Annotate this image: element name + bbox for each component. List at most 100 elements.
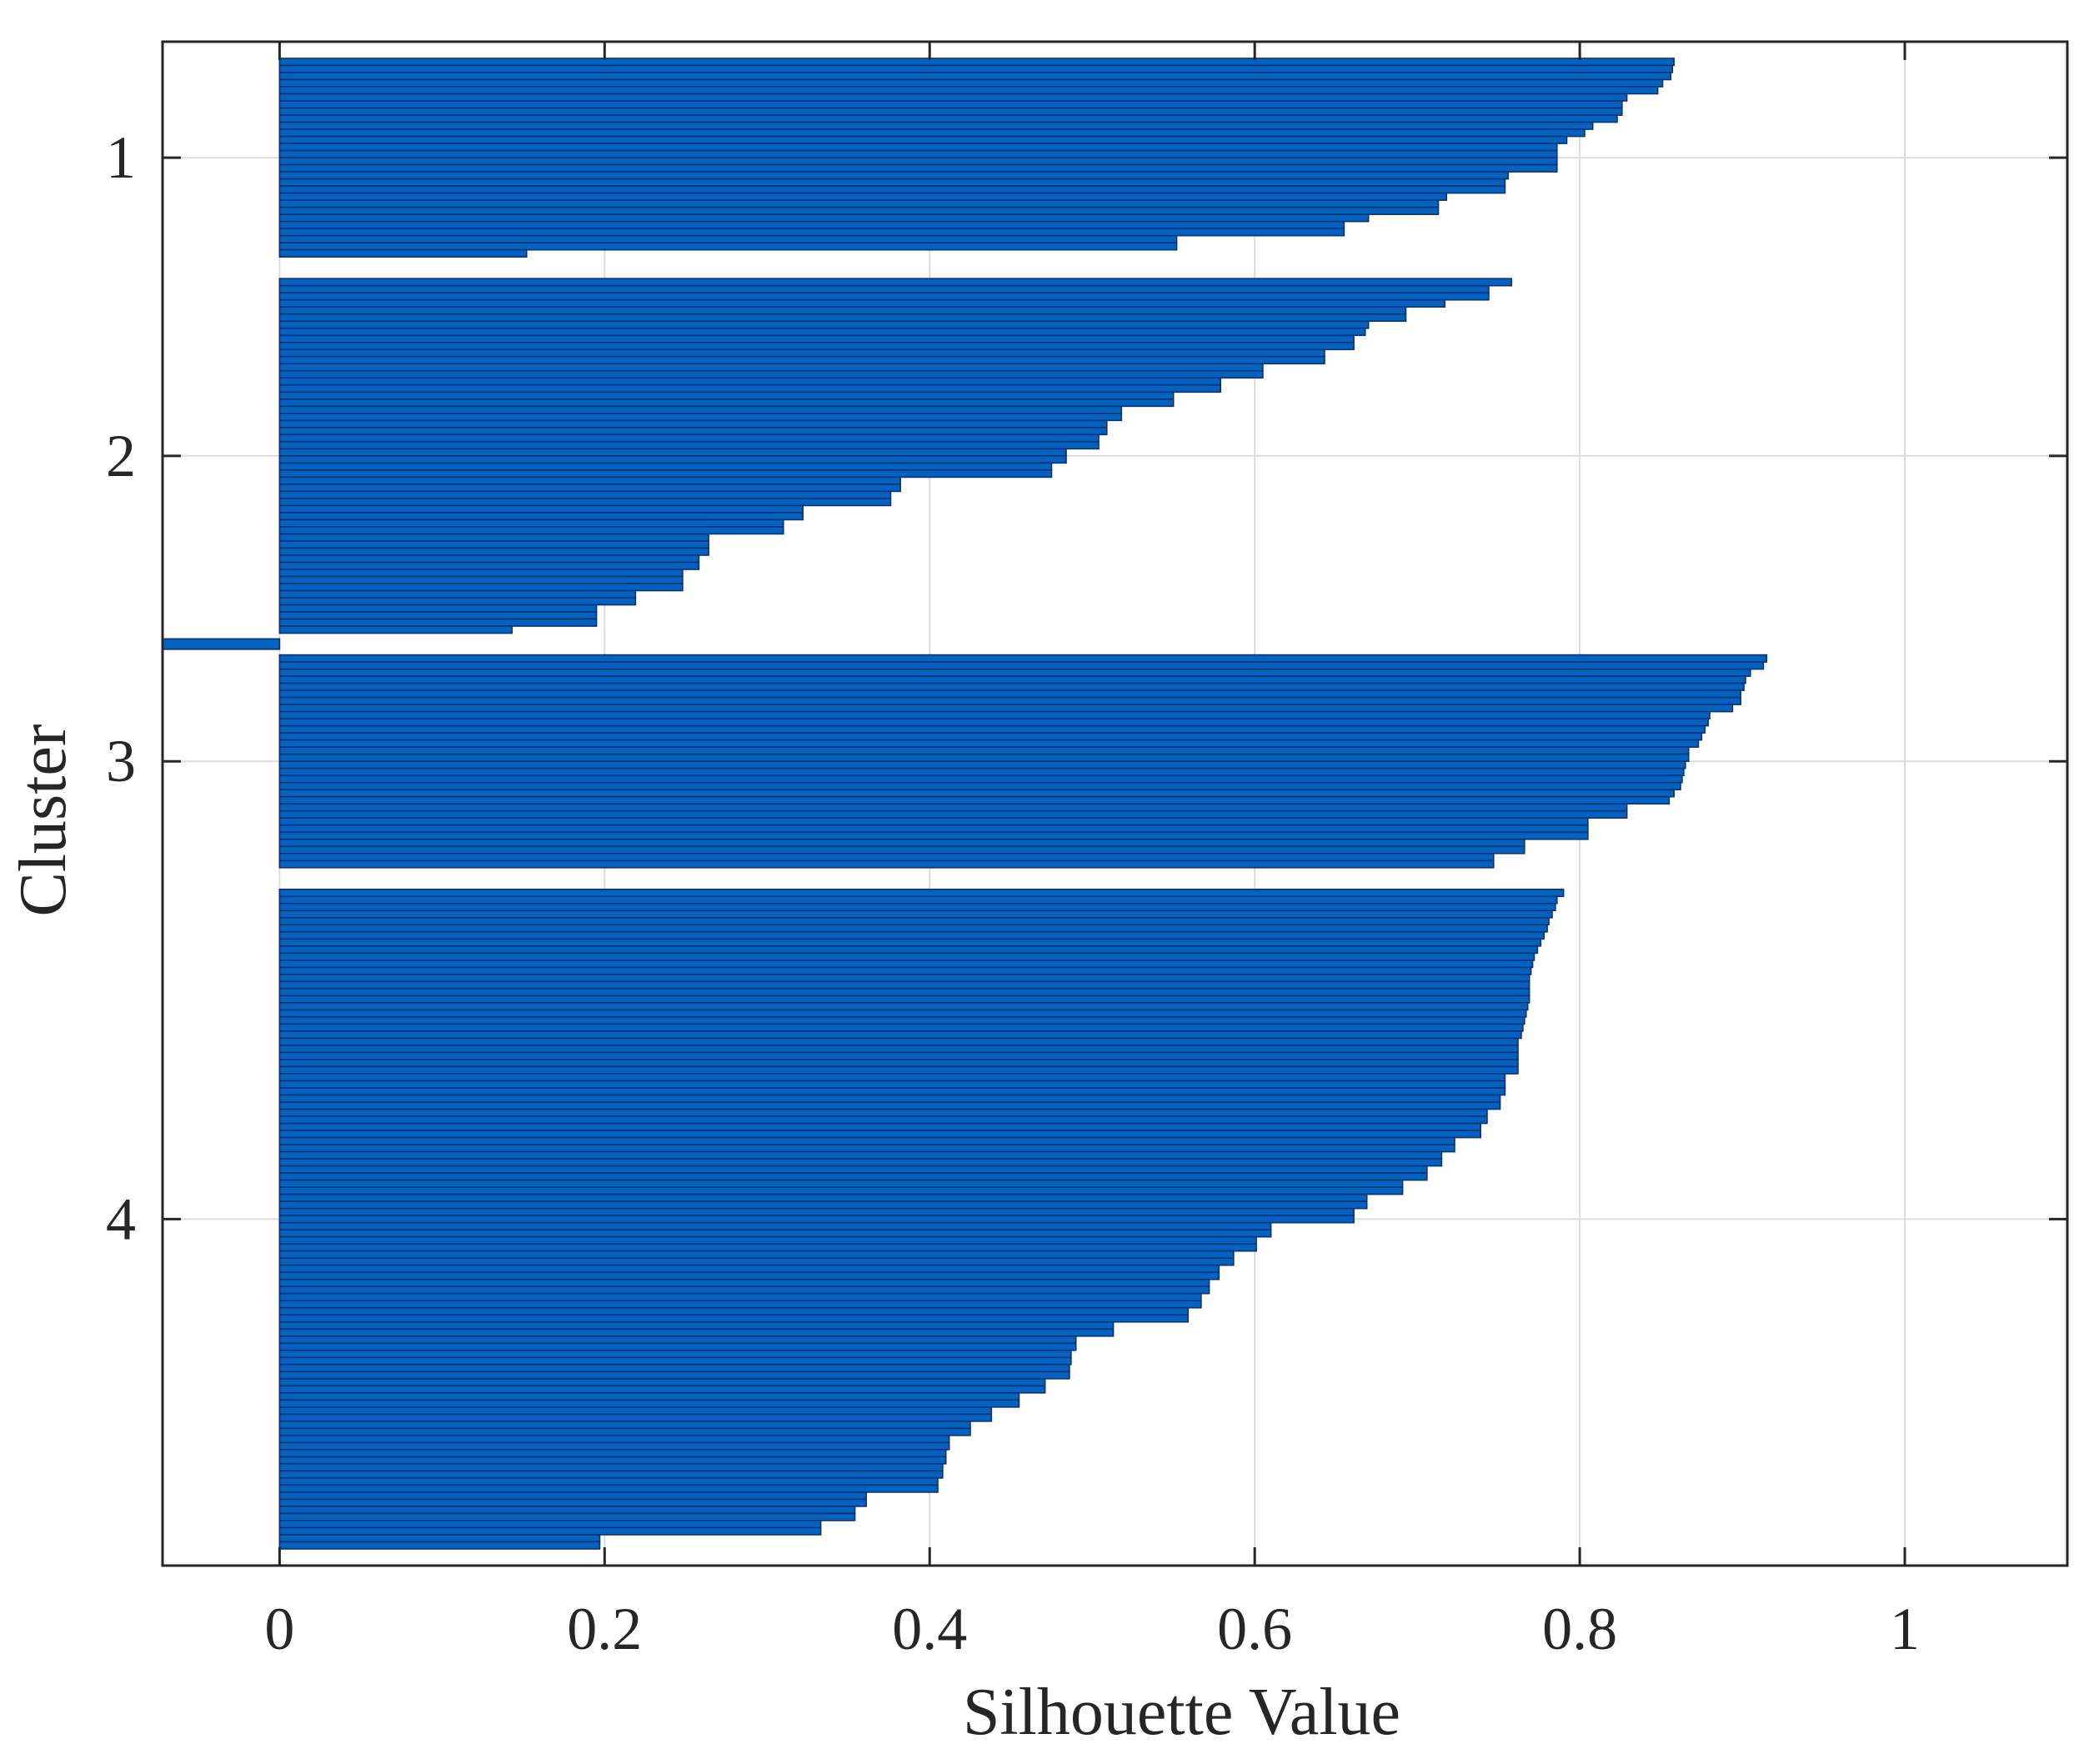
bar-cluster-4-61 — [278, 1320, 1115, 1331]
bar-cluster-3-25 — [278, 831, 1589, 840]
bar-cluster-3-8 — [278, 710, 1711, 719]
bar-cluster-4-91 — [278, 1534, 601, 1543]
bar-cluster-3-22 — [278, 809, 1628, 819]
bar-cluster-4-45 — [278, 1207, 1355, 1216]
y-axis-label: Cluster — [7, 724, 80, 916]
bar-cluster-4-43 — [278, 1193, 1368, 1202]
bar-cluster-2-3 — [278, 298, 1446, 308]
bar-cluster-2-45 — [278, 597, 637, 606]
bar-cluster-4-24 — [278, 1059, 1519, 1068]
bar-cluster-1-25 — [278, 234, 1178, 243]
bar-cluster-2-35 — [278, 526, 784, 535]
bar-cluster-2-19 — [278, 413, 1123, 422]
bar-cluster-2-6 — [278, 320, 1370, 329]
bar-cluster-4-92 — [278, 1541, 601, 1550]
bar-cluster-4-89 — [278, 1520, 822, 1529]
bar-cluster-1-22 — [278, 213, 1370, 223]
bar-cluster-4-9 — [278, 952, 1535, 961]
bar-cluster-2-5 — [278, 313, 1407, 323]
bar-cluster-3-14 — [278, 753, 1690, 762]
bar-cluster-2-48 — [278, 618, 598, 627]
bar-cluster-4-11 — [278, 966, 1532, 975]
bar-cluster-4-55 — [278, 1278, 1210, 1288]
bar-cluster-4-41 — [278, 1179, 1404, 1188]
bar-cluster-2-18 — [278, 405, 1123, 414]
bar-cluster-2-17 — [278, 398, 1175, 408]
bar-cluster-3-2 — [278, 668, 1751, 677]
bar-cluster-3-18 — [278, 781, 1681, 791]
bar-cluster-2-20 — [278, 419, 1108, 428]
bar-cluster-4-40 — [278, 1172, 1428, 1181]
bar-cluster-2-25 — [278, 455, 1067, 464]
bar-cluster-1-0 — [278, 58, 1675, 67]
bar-cluster-4-51 — [278, 1250, 1235, 1259]
bar-cluster-4-85 — [278, 1491, 868, 1501]
bar-cluster-2-22 — [278, 433, 1100, 443]
bar-cluster-1-13 — [278, 149, 1558, 158]
bar-cluster-3-7 — [278, 704, 1734, 713]
bar-cluster-2-10 — [278, 348, 1325, 358]
bar-cluster-3-15 — [278, 760, 1686, 769]
bar-cluster-2-36 — [278, 533, 709, 542]
bar-cluster-2-28 — [278, 476, 901, 485]
tick-layer: 0 0.2 0.4 0.6 0.8 1 1 2 3 4 — [106, 42, 2067, 1662]
y-tick-label-0: 1 — [106, 124, 136, 191]
bar-cluster-4-74 — [278, 1413, 993, 1422]
bar-cluster-2-34 — [278, 519, 784, 528]
bar-cluster-3-26 — [278, 838, 1525, 848]
x-tick-label-0: 0 — [264, 1596, 294, 1662]
x-axis-label: Silhouette Value — [963, 1676, 1400, 1749]
bar-cluster-3-28 — [278, 852, 1495, 862]
bar-cluster-4-68 — [278, 1371, 1070, 1380]
bar-cluster-1-12 — [278, 143, 1558, 152]
bar-cluster-4-58 — [278, 1300, 1202, 1309]
bar-cluster-2-21 — [278, 427, 1108, 436]
bar-cluster-1-20 — [278, 199, 1440, 208]
bar-cluster-3-20 — [278, 795, 1671, 805]
bar-cluster-4-21 — [278, 1037, 1519, 1046]
bar-cluster-4-33 — [278, 1122, 1481, 1131]
bar-cluster-4-72 — [278, 1399, 1020, 1408]
bar-cluster-2-16 — [278, 391, 1175, 400]
bar-cluster-4-42 — [278, 1186, 1404, 1195]
bar-layer — [162, 58, 1768, 1550]
bar-cluster-2-12 — [278, 363, 1264, 372]
bar-cluster-4-70 — [278, 1385, 1046, 1394]
bar-cluster-3-6 — [278, 696, 1741, 705]
bar-cluster-2-43 — [278, 583, 684, 592]
bar-cluster-4-78 — [278, 1441, 950, 1451]
bar-cluster-2-15 — [278, 384, 1222, 393]
bar-cluster-4-19 — [278, 1023, 1524, 1032]
bar-cluster-2-41 — [278, 569, 684, 578]
bar-cluster-4-12 — [278, 974, 1530, 983]
bar-cluster-4-84 — [278, 1484, 939, 1493]
bar-cluster-3-4 — [278, 682, 1745, 691]
bar-cluster-4-7 — [278, 938, 1542, 947]
bar-cluster-2-49 — [278, 625, 513, 634]
bar-cluster-2-44 — [278, 589, 637, 599]
bar-cluster-1-3 — [278, 78, 1664, 88]
bar-cluster-2-37 — [278, 540, 709, 549]
bar-cluster-4-39 — [278, 1165, 1428, 1174]
bar-cluster-2-27 — [278, 469, 1053, 479]
bar-cluster-2-7 — [278, 327, 1366, 337]
bar-cluster-4-32 — [278, 1115, 1488, 1125]
bar-cluster-3-21 — [278, 803, 1628, 812]
axes-box — [161, 40, 2069, 1567]
bar-cluster-1-18 — [278, 185, 1506, 194]
bar-cluster-2-11 — [278, 355, 1325, 365]
bar-cluster-3-17 — [278, 774, 1683, 784]
bar-cluster-3-9 — [278, 718, 1709, 727]
bar-cluster-3-13 — [278, 746, 1690, 755]
bar-cluster-1-4 — [278, 86, 1659, 95]
bar-cluster-4-88 — [278, 1512, 856, 1521]
bar-cluster-3-3 — [278, 675, 1746, 684]
bar-cluster-3-24 — [278, 824, 1589, 834]
bar-cluster-4-6 — [278, 931, 1545, 940]
bar-cluster-1-5 — [278, 93, 1628, 102]
x-tick-label-4: 0.8 — [1542, 1596, 1617, 1662]
x-tick-label-1: 0.2 — [567, 1596, 642, 1662]
bar-cluster-1-27 — [278, 248, 528, 258]
bar-cluster-1-8 — [278, 114, 1618, 123]
bar-cluster-4-76 — [278, 1427, 971, 1436]
